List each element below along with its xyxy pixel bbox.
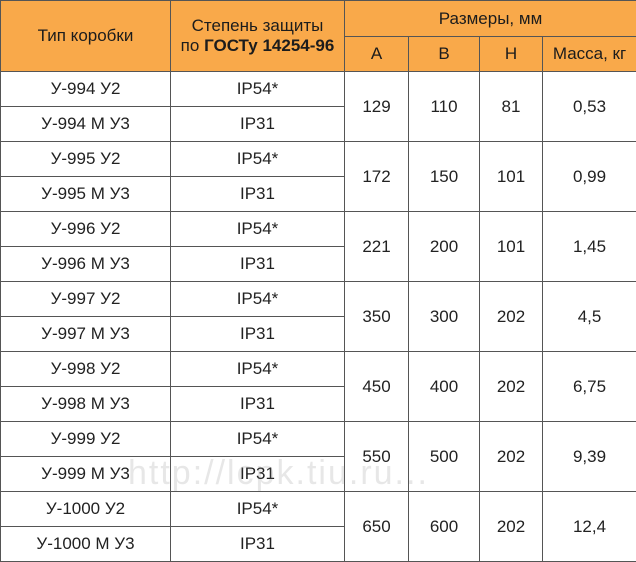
box-type-cell: У-996 У2 — [0, 211, 171, 247]
dim-h-cell: 202 — [479, 281, 543, 352]
box-type-cell: У-1000 У2 — [0, 491, 171, 527]
header-mass: Масса, кг — [541, 36, 636, 72]
protection-cell: IP31 — [170, 456, 345, 492]
table-body: У-994 У2 IP54* 129 110 81 0,53 У-994 М У3 IP31 У… — [0, 71, 636, 562]
dim-b-cell: 400 — [408, 351, 480, 422]
protection-cell: IP31 — [170, 246, 345, 282]
dim-b-cell: 200 — [408, 211, 480, 282]
dim-h-cell: 202 — [479, 421, 543, 492]
table-row: У-998 У2 IP54* 450 400 202 6,75 — [0, 351, 636, 422]
dim-a-cell: 550 — [344, 421, 409, 492]
header-box-type: Тип коробки — [0, 0, 171, 72]
header-protection-line1: Степень защиты — [191, 16, 324, 35]
protection-cell: IP31 — [170, 316, 345, 352]
protection-cell: IP54* — [170, 421, 345, 457]
protection-cell: IP31 — [170, 176, 345, 212]
protection-cell: IP31 — [170, 386, 345, 422]
box-type-cell: У-994 У2 — [0, 71, 171, 107]
mass-cell: 4,5 — [541, 281, 636, 352]
dim-a-cell: 350 — [344, 281, 409, 352]
protection-cell: IP54* — [170, 491, 345, 527]
protection-cell: IP31 — [170, 106, 345, 142]
header-protection-prefix: по — [180, 36, 205, 55]
dim-h-cell: 202 — [479, 491, 543, 562]
dim-a-cell: 129 — [344, 71, 409, 142]
header-col-a: A — [344, 36, 409, 72]
mass-cell: 9,39 — [541, 421, 636, 492]
dim-h-cell: 101 — [479, 141, 543, 212]
dim-b-cell: 300 — [408, 281, 480, 352]
table-row: У-998 М У3 IP31 — [0, 386, 636, 422]
table-row: У-996 М У3 IP31 — [0, 246, 636, 282]
dim-b-cell: 500 — [408, 421, 480, 492]
box-type-cell: У-1000 М У3 — [0, 526, 171, 562]
dim-a-cell: 172 — [344, 141, 409, 212]
table-row: У-996 У2 IP54* 221 200 101 1,45 — [0, 211, 636, 282]
mass-cell: 6,75 — [541, 351, 636, 422]
table-row: У-999 М У3 IP31 — [0, 456, 636, 492]
dim-b-cell: 110 — [408, 71, 480, 142]
table-row: У-1000 М У3 IP31 — [0, 526, 636, 562]
dim-h-cell: 202 — [479, 351, 543, 422]
dim-a-cell: 650 — [344, 491, 409, 562]
protection-cell: IP54* — [170, 141, 345, 177]
dim-b-cell: 150 — [408, 141, 480, 212]
box-type-cell: У-994 М У3 — [0, 106, 171, 142]
dim-a-cell: 221 — [344, 211, 409, 282]
box-type-cell: У-998 М У3 — [0, 386, 171, 422]
dim-h-cell: 101 — [479, 211, 543, 282]
dim-a-cell: 450 — [344, 351, 409, 422]
box-type-cell: У-995 М У3 — [0, 176, 171, 212]
box-type-cell: У-997 М У3 — [0, 316, 171, 352]
table-row: У-997 У2 IP54* 350 300 202 4,5 — [0, 281, 636, 352]
table-row: У-997 М У3 IP31 — [0, 316, 636, 352]
table-row: У-999 У2 IP54* 550 500 202 9,39 — [0, 421, 636, 492]
header-col-b: B — [408, 36, 480, 72]
mass-cell: 12,4 — [541, 491, 636, 562]
protection-cell: IP54* — [170, 351, 345, 387]
table-row: У-994 У2 IP54* 129 110 81 0,53 — [0, 71, 636, 142]
mass-cell: 1,45 — [541, 211, 636, 282]
header-col-h: H — [479, 36, 543, 72]
box-type-cell: У-997 У2 — [0, 281, 171, 317]
box-type-cell: У-999 У2 — [0, 421, 171, 457]
table-row: У-1000 У2 IP54* 650 600 202 12,4 — [0, 491, 636, 562]
box-type-cell: У-995 У2 — [0, 141, 171, 177]
dim-h-cell: 81 — [479, 71, 543, 142]
box-type-cell: У-996 М У3 — [0, 246, 171, 282]
table-header: Тип коробки Степень защиты по ГОСТу 1425… — [0, 0, 636, 72]
mass-cell: 0,53 — [541, 71, 636, 142]
mass-cell: 0,99 — [541, 141, 636, 212]
header-dimensions: Размеры, мм — [343, 0, 636, 37]
table-row: У-995 У2 IP54* 172 150 101 0,99 — [0, 141, 636, 212]
table-row: У-994 М У3 IP31 — [0, 106, 636, 142]
protection-cell: IP54* — [170, 71, 345, 107]
table-row: У-995 М У3 IP31 — [0, 176, 636, 212]
protection-cell: IP31 — [170, 526, 345, 562]
dim-b-cell: 600 — [408, 491, 480, 562]
protection-cell: IP54* — [170, 211, 345, 247]
header-protection: Степень защиты по ГОСТу 14254-96 — [170, 0, 345, 72]
protection-cell: IP54* — [170, 281, 345, 317]
header-protection-gost: ГОСТу 14254-96 — [204, 36, 335, 55]
box-type-cell: У-998 У2 — [0, 351, 171, 387]
box-type-cell: У-999 М У3 — [0, 456, 171, 492]
